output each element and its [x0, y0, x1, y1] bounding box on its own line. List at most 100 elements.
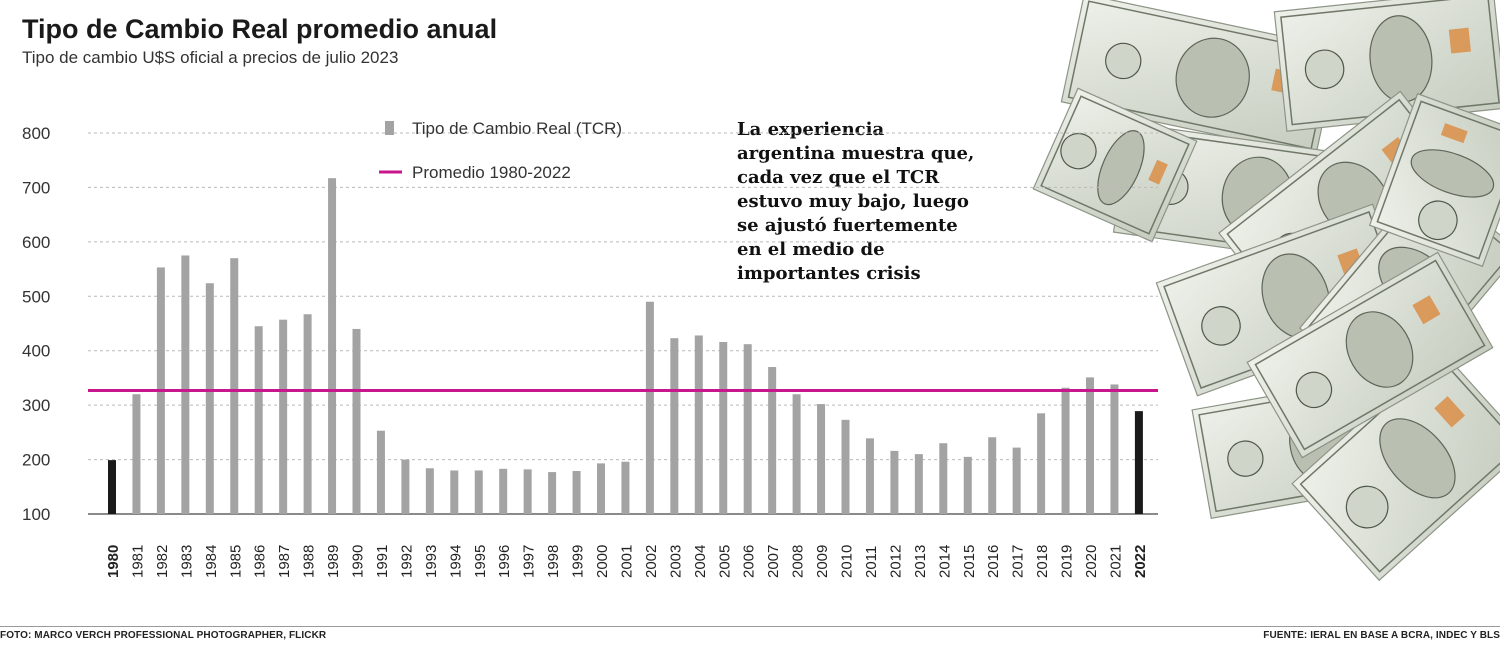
x-tick-label: 2012 [887, 545, 904, 578]
x-tick-label: 2016 [985, 545, 1002, 578]
bar [474, 470, 483, 514]
bar-chart: 100 200 300 400 500 600 700 800 1980 1981 1982 1983… [22, 119, 1158, 578]
x-tick-label: 1987 [276, 545, 293, 578]
x-tick-label: 1986 [252, 545, 269, 578]
x-tick-label: 2014 [936, 545, 953, 578]
bar [572, 471, 581, 514]
x-tick-label: 2003 [667, 545, 684, 578]
x-tick-label: 1984 [203, 545, 220, 578]
source-note: FUENTE: IERAL EN BASE A BCRA, INDEC Y BL… [1263, 630, 1500, 641]
legend-swatch-bar [385, 121, 394, 135]
bar [1110, 384, 1119, 514]
bar [1012, 447, 1021, 514]
x-tick-label: 1982 [154, 545, 171, 578]
legend-label: Tipo de Cambio Real (TCR) [412, 119, 622, 138]
bar [645, 301, 654, 514]
x-tick-label: 2022 [1132, 545, 1149, 578]
x-tick-label: 1995 [472, 545, 489, 578]
bar [1134, 411, 1143, 514]
x-tick-label: 2004 [692, 545, 709, 578]
annotation-line: argentina muestra que, [737, 143, 975, 164]
annotation-text: La experiencia argentina muestra que, ca… [737, 118, 997, 286]
bar [792, 394, 801, 514]
bar [865, 438, 874, 514]
x-tick-label: 2009 [814, 545, 831, 578]
y-tick-label: 500 [22, 287, 50, 306]
banknote [1246, 251, 1494, 459]
x-tick-label: 2002 [643, 545, 660, 578]
x-tick-label: 1989 [325, 545, 342, 578]
bar [1037, 413, 1046, 514]
x-tick-label: 1998 [545, 545, 562, 578]
banknote [1368, 92, 1500, 268]
bar [1086, 377, 1094, 514]
x-tick-label: 2000 [594, 545, 611, 578]
bar [230, 258, 239, 514]
bar [425, 468, 434, 514]
bar [499, 468, 508, 514]
annotation-line: estuvo muy bajo, luego [737, 191, 969, 212]
chart-subtitle: Tipo de cambio U$S oficial a precios de … [22, 48, 399, 67]
bar [621, 461, 630, 514]
x-tick-label: 2013 [912, 545, 929, 578]
footer-divider [0, 626, 1500, 627]
legend-label: Promedio 1980-2022 [412, 163, 571, 182]
y-tick-label: 600 [22, 233, 50, 252]
x-tick-label: 2007 [765, 545, 782, 578]
y-tick-label: 400 [22, 342, 50, 361]
x-tick-label: 1983 [178, 545, 195, 578]
bar [768, 367, 777, 514]
x-tick-label: 1988 [301, 545, 318, 578]
x-tick-label: 1993 [423, 545, 440, 578]
x-tick-label: 1981 [129, 545, 146, 578]
bar [841, 419, 850, 514]
bar [1061, 387, 1070, 514]
bar [743, 344, 752, 514]
annotation-line: se ajustó fuertemente [737, 215, 958, 236]
bar [939, 443, 948, 514]
bar [719, 342, 728, 514]
x-tick-label: 2017 [1010, 545, 1027, 578]
bar [279, 319, 288, 514]
bar [450, 470, 459, 514]
chart-title: Tipo de Cambio Real promedio anual [22, 14, 498, 44]
bar [694, 335, 703, 514]
x-tick-label: 2015 [961, 545, 978, 578]
y-tick-label: 200 [22, 451, 50, 470]
x-tick-label: 2006 [741, 545, 758, 578]
bar [376, 430, 385, 514]
annotation-line: importantes crisis [737, 263, 921, 284]
bar [548, 472, 557, 514]
annotation-line: La experiencia [737, 119, 885, 140]
x-tick-label: 2011 [863, 546, 880, 578]
annotation-line: cada vez que el TCR [737, 167, 940, 188]
x-tick-label: 1990 [350, 545, 367, 578]
bar [108, 460, 116, 514]
x-tick-label: 2008 [790, 545, 807, 578]
bar [352, 328, 361, 514]
x-tick-label: 2005 [716, 545, 733, 578]
x-tick-label: 1985 [227, 545, 244, 578]
y-tick-label: 100 [22, 505, 50, 524]
bar [205, 283, 214, 514]
x-tick-label: 2020 [1083, 545, 1100, 578]
x-tick-label: 1994 [447, 545, 464, 578]
bar [523, 469, 532, 514]
bar [254, 326, 263, 514]
bar [817, 404, 826, 514]
bar [670, 338, 679, 514]
banknote [1291, 348, 1500, 582]
bar [914, 454, 923, 514]
bar [303, 314, 312, 514]
dollar-bills-photo [1032, 0, 1500, 582]
bar [132, 394, 141, 514]
x-tick-label: 2001 [618, 545, 635, 578]
x-tick-label: 1991 [374, 545, 391, 578]
bar [401, 459, 410, 514]
bar [597, 463, 605, 514]
annotation-line: en el medio de [737, 239, 885, 260]
banknote [1032, 87, 1198, 243]
bar [328, 178, 337, 514]
y-tick-label: 300 [22, 396, 50, 415]
bar [963, 456, 972, 514]
